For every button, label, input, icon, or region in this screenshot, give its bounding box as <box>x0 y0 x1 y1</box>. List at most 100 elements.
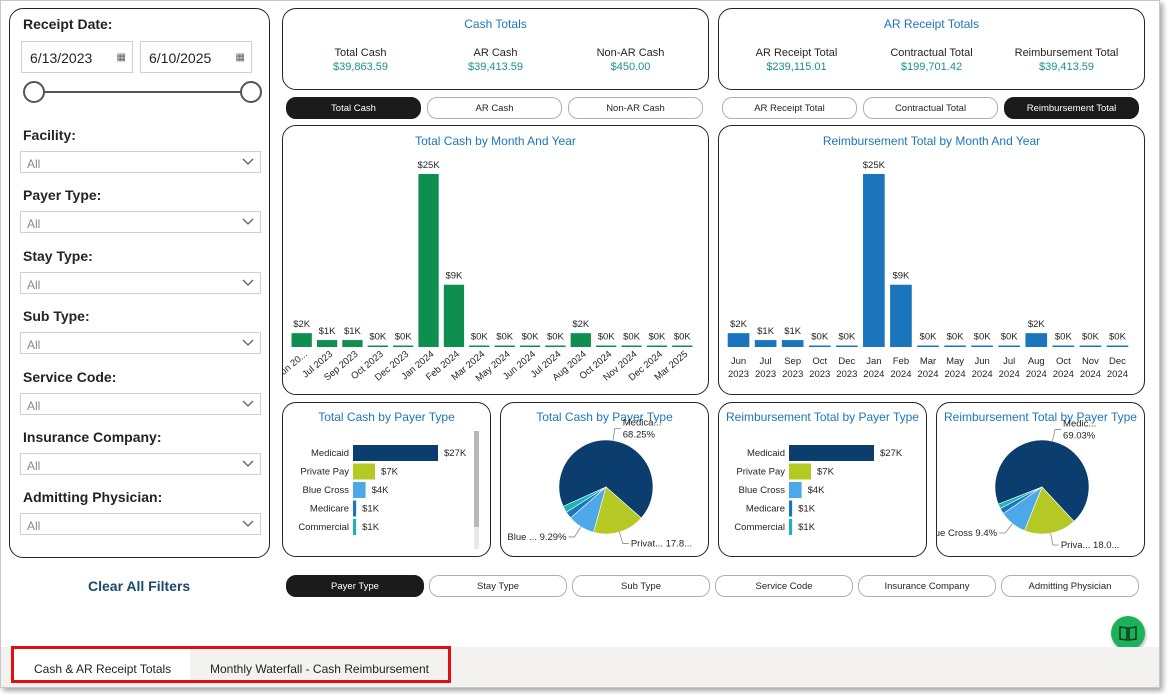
x-tick-label: 2024 <box>1080 369 1101 380</box>
bar[interactable] <box>808 345 831 348</box>
date-slider-start-handle[interactable] <box>23 81 45 103</box>
bar[interactable] <box>835 345 858 348</box>
button-stay-type[interactable]: Stay Type <box>429 575 567 597</box>
bar[interactable] <box>353 445 438 461</box>
chevron-down-icon[interactable] <box>242 460 254 468</box>
button-ar-cash[interactable]: AR Cash <box>427 97 562 119</box>
button-sub-type[interactable]: Sub Type <box>572 575 710 597</box>
bar[interactable] <box>545 345 566 348</box>
bar[interactable] <box>863 174 885 347</box>
button-insurance-company[interactable]: Insurance Company <box>858 575 996 597</box>
filter-dropdown-admitting-physician[interactable]: All <box>20 513 261 535</box>
chevron-down-icon[interactable] <box>242 400 254 408</box>
bar[interactable] <box>519 345 541 348</box>
bar[interactable] <box>789 463 812 480</box>
bar[interactable] <box>789 482 802 498</box>
bar[interactable] <box>570 333 591 347</box>
reimbursement-payer-bar-chart[interactable]: Reimbursement Total by Payer Type Medica… <box>718 402 927 557</box>
bar[interactable] <box>342 340 363 347</box>
bar[interactable] <box>890 284 912 347</box>
chevron-down-icon[interactable] <box>242 339 254 347</box>
bar[interactable] <box>494 345 515 348</box>
button-service-code[interactable]: Service Code <box>715 575 853 597</box>
kpi-label: Non-AR Cash <box>596 47 665 59</box>
bar[interactable] <box>727 333 750 347</box>
filter-dropdown-payer-type[interactable]: All <box>20 211 261 233</box>
bar[interactable] <box>672 345 693 348</box>
bar[interactable] <box>621 345 642 348</box>
bar[interactable] <box>917 345 939 348</box>
bar[interactable] <box>781 340 804 347</box>
bar[interactable] <box>789 500 793 517</box>
bar[interactable] <box>1025 333 1048 347</box>
total-cash-by-month-chart[interactable]: Total Cash by Month And Year $2K Jun 20..… <box>282 125 709 395</box>
total-cash-payer-pie-chart[interactable]: Total Cash by Payer Type Blue ... 9.29% P… <box>500 402 709 557</box>
dropdown-value: All <box>27 399 41 413</box>
chevron-down-icon[interactable] <box>242 520 254 528</box>
reimbursement-by-month-chart[interactable]: Reimbursement Total by Month And Year $2… <box>718 125 1145 395</box>
bar[interactable] <box>789 519 793 535</box>
tab-cash-ar-receipt-totals[interactable]: Cash & AR Receipt Totals <box>34 662 172 676</box>
filter-dropdown-insurance-company[interactable]: All <box>20 453 261 475</box>
chevron-down-icon[interactable] <box>242 279 254 287</box>
filter-dropdown-service-code[interactable]: All <box>20 393 261 415</box>
data-label: $0K <box>974 332 992 343</box>
bar[interactable] <box>316 340 338 347</box>
pie-slice-commercial[interactable] <box>562 486 607 513</box>
bar[interactable] <box>1079 345 1102 348</box>
category-label: Medicaid <box>747 448 785 459</box>
button-contractual-total[interactable]: Contractual Total <box>863 97 998 119</box>
tab-monthly-waterfall[interactable]: Monthly Waterfall - Cash Reimbursement <box>210 662 429 676</box>
end-date-input[interactable]: 6/10/2025 ▦ <box>140 41 252 73</box>
bar[interactable] <box>443 284 465 347</box>
bar[interactable] <box>353 463 376 480</box>
total-cash-payer-bar-chart[interactable]: Total Cash by Payer Type Medicaid $27K Pri… <box>282 402 491 557</box>
scrollbar-thumb[interactable] <box>474 431 479 527</box>
calendar-icon[interactable]: ▦ <box>116 52 126 63</box>
chevron-down-icon[interactable] <box>242 158 254 166</box>
filter-dropdown-stay-type[interactable]: All <box>20 272 261 294</box>
bar[interactable] <box>754 340 777 347</box>
bar[interactable] <box>646 345 668 348</box>
button-non-ar-cash[interactable]: Non-AR Cash <box>568 97 703 119</box>
bar[interactable] <box>789 445 874 461</box>
bar[interactable] <box>469 345 490 348</box>
bar[interactable] <box>353 500 357 517</box>
bar[interactable] <box>291 333 312 347</box>
reimbursement-payer-pie-chart[interactable]: Reimbursement Total by Payer Type Blue C… <box>936 402 1145 557</box>
filter-dropdown-facility[interactable]: All <box>20 151 261 173</box>
button-admitting-physician[interactable]: Admitting Physician <box>1001 575 1139 597</box>
chevron-down-icon[interactable] <box>242 218 254 226</box>
bar[interactable] <box>367 345 388 348</box>
bar[interactable] <box>418 174 439 347</box>
start-date-input[interactable]: 6/13/2023 ▦ <box>21 41 133 73</box>
kpi-value: $39,863.59 <box>332 61 389 73</box>
button-total-cash[interactable]: Total Cash <box>286 97 421 119</box>
button-payer-type[interactable]: Payer Type <box>286 575 424 597</box>
bar[interactable] <box>971 345 993 348</box>
bar[interactable] <box>353 519 357 535</box>
book-icon[interactable] <box>1111 616 1145 650</box>
bar[interactable] <box>1052 345 1075 348</box>
bar[interactable] <box>393 345 414 348</box>
data-label: $9K <box>445 271 463 282</box>
bar[interactable] <box>1106 345 1129 348</box>
bar[interactable] <box>596 345 617 348</box>
pie-slice-commercial[interactable] <box>997 486 1043 509</box>
x-tick-label: 2024 <box>972 369 993 380</box>
data-label: $0K <box>395 332 413 343</box>
bar[interactable] <box>998 345 1021 348</box>
clear-all-filters-button[interactable]: Clear All Filters <box>88 578 191 594</box>
data-label: $1K <box>757 326 775 337</box>
date-range-slider[interactable] <box>34 91 252 93</box>
pie-slice-medicaid[interactable] <box>558 439 654 519</box>
date-slider-end-handle[interactable] <box>240 81 262 103</box>
filter-dropdown-sub-type[interactable]: All <box>20 332 261 354</box>
bar[interactable] <box>944 345 966 348</box>
button-ar-receipt-total[interactable]: AR Receipt Total <box>722 97 857 119</box>
bar[interactable] <box>353 482 366 498</box>
calendar-icon[interactable]: ▦ <box>235 52 245 63</box>
data-label: $0K <box>674 332 692 343</box>
data-label: $0K <box>1055 332 1073 343</box>
button-reimbursement-total[interactable]: Reimbursement Total <box>1004 97 1139 119</box>
